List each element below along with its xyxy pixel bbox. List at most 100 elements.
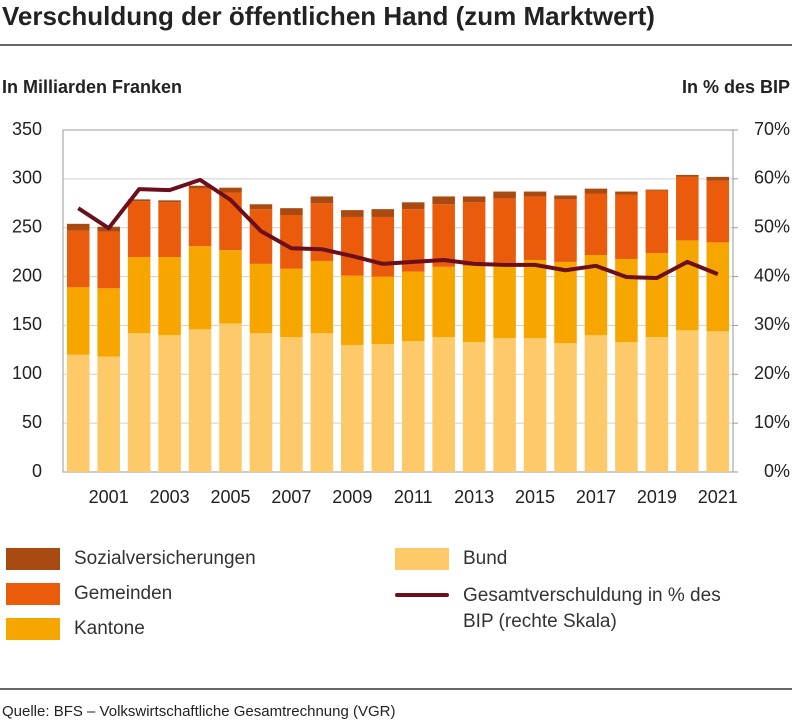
bar-segment (127, 257, 151, 334)
plot-frame (62, 129, 734, 473)
x-tick-label: 2005 (210, 487, 250, 507)
bar-segment (66, 230, 90, 288)
legend-label: Gemeinden (74, 583, 173, 604)
bar-segment (371, 209, 395, 217)
bar-segment (493, 262, 516, 339)
bar-segment (462, 196, 486, 203)
bar-segment (462, 342, 486, 472)
bar-segment (554, 343, 577, 472)
bar-segment (341, 344, 364, 472)
bar-segment (493, 198, 516, 263)
bar-segment (615, 342, 638, 472)
bar-segment (554, 199, 577, 262)
bar-segment (615, 194, 638, 259)
bar-segment (371, 216, 395, 277)
bar-segment (66, 287, 90, 355)
bar-segment (310, 333, 334, 472)
x-tick-label: 2003 (150, 487, 190, 507)
y-tick-label: 300 (12, 168, 42, 188)
bar-segment (127, 333, 151, 472)
y2-tick-label: 50% (754, 216, 790, 236)
bar-segment (554, 261, 577, 344)
bar-segment (280, 268, 303, 338)
bar-segment (615, 258, 638, 343)
bar-segment (523, 338, 547, 472)
bar-segment (341, 210, 364, 217)
y-tick-label: 350 (12, 119, 42, 139)
bar-segment (432, 266, 455, 338)
bar-segment (676, 330, 699, 472)
y2-axis-title: In % des BIP (682, 77, 790, 97)
bar-segment (97, 231, 120, 289)
bar-segment (188, 185, 212, 189)
bar-segment (127, 201, 151, 258)
bar-segment (706, 180, 730, 243)
y2-tick-label: 0% (764, 461, 790, 481)
bar-segment (341, 275, 364, 345)
bar-segment (158, 202, 181, 258)
bar-segment (401, 341, 425, 472)
bar-segment (584, 255, 608, 336)
y2-tick-label: 70% (754, 119, 790, 139)
legend-swatch (395, 593, 449, 597)
legend-label: Kantone (74, 618, 145, 639)
y-tick-label: 200 (12, 265, 42, 285)
bar-segment (188, 329, 212, 472)
x-tick-label: 2015 (515, 487, 555, 507)
bar-segment (401, 271, 425, 342)
bar-segment (706, 242, 730, 332)
bar-segment (219, 323, 242, 472)
bar-segment (280, 208, 303, 216)
bar-segment (249, 204, 273, 210)
bar-segment (645, 190, 669, 254)
y2-tick-label: 40% (754, 265, 790, 285)
y-tick-label: 150 (12, 314, 42, 334)
legend-swatch (6, 618, 60, 640)
legend-label: Gesamtverschuldung in % des BIP (rechte … (463, 585, 721, 632)
bar-segment (706, 176, 730, 181)
bar-segment (280, 215, 303, 269)
bar-segment (554, 195, 577, 200)
bar-segment (219, 187, 242, 193)
bar-segment (615, 191, 638, 195)
bar-segment (158, 200, 181, 203)
bar-segment (97, 356, 120, 472)
bar-segment (371, 343, 395, 472)
y2-tick-label: 20% (754, 363, 790, 383)
legend-swatch (395, 548, 449, 570)
bar-segment (188, 246, 212, 330)
bar-segment (462, 202, 486, 266)
x-tick-label: 2007 (271, 487, 311, 507)
x-tick-label: 2013 (454, 487, 494, 507)
bar-segment (523, 196, 547, 260)
bar-segment (158, 257, 181, 336)
bar-segment (66, 223, 90, 231)
y-axis-title: In Milliarden Franken (2, 77, 182, 97)
bar-segment (310, 203, 334, 261)
y2-tick-label: 60% (754, 168, 790, 188)
bar-segment (401, 209, 425, 272)
bar-segment (158, 335, 181, 472)
bar-segment (432, 204, 455, 267)
bar-segment (280, 337, 303, 472)
chart-title: Verschuldung der öffentlichen Hand (zum … (2, 1, 655, 31)
legend-swatch (6, 548, 60, 570)
source: Quelle: BFS – Volkswirtschaftliche Gesam… (2, 703, 396, 720)
bar-segment (66, 354, 90, 472)
legend-label: Bund (463, 548, 508, 569)
y-tick-label: 100 (12, 363, 42, 383)
bar-segment (523, 259, 547, 339)
bar-segment (676, 174, 699, 177)
x-tick-label: 2001 (89, 487, 129, 507)
bar-segment (310, 260, 334, 334)
bar-segment (493, 191, 516, 199)
bar-segment (645, 189, 669, 191)
y2-tick-label: 10% (754, 412, 790, 432)
bar-segment (188, 188, 212, 247)
y-tick-label: 0 (32, 461, 42, 481)
bar-segment (97, 288, 120, 357)
bar-segment (310, 196, 334, 204)
x-tick-label: 2019 (637, 487, 677, 507)
bar-segment (645, 253, 669, 338)
